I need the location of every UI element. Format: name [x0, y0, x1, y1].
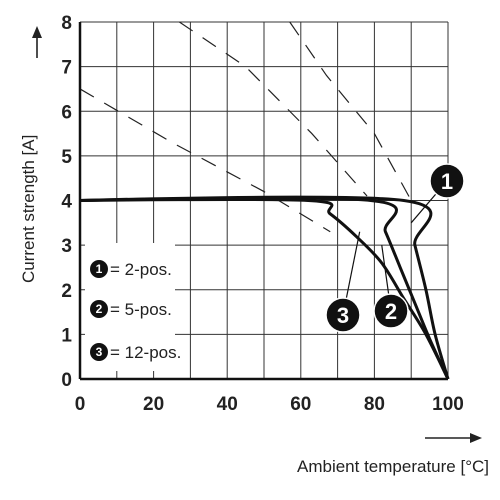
derating-line — [179, 21, 368, 197]
callout-badge — [429, 163, 465, 199]
legend-item: 2 = 5-pos. — [90, 300, 172, 319]
derating-line — [79, 88, 331, 233]
derating-lines — [79, 21, 412, 233]
y-tick-label: 8 — [61, 13, 72, 34]
legend-badge: 2 — [96, 302, 103, 316]
legend-badge: 3 — [96, 345, 103, 359]
x-tick-label: 100 — [432, 394, 464, 415]
y-tick-label: 0 — [61, 370, 72, 391]
callout-label: 1 — [441, 169, 453, 194]
curve-callouts: 1 2 3 — [325, 163, 465, 333]
tick-labels: 0 20 40 60 80 100 0 1 2 3 4 5 6 7 8 — [61, 13, 463, 415]
callout-badge — [373, 293, 409, 329]
chart-axes — [78, 22, 448, 381]
y-tick-label: 7 — [61, 58, 72, 79]
x-tick-label: 40 — [217, 394, 238, 415]
legend-label: = 2-pos. — [110, 260, 172, 279]
legend-label: = 5-pos. — [110, 300, 172, 319]
x-tick-label: 0 — [75, 394, 86, 415]
y-tick-label: 2 — [61, 281, 72, 302]
chart-legend: 1 = 2-pos. 2 = 5-pos. 3 = 12-pos. — [85, 243, 181, 371]
x-axis-arrow — [425, 433, 482, 443]
x-axis-title: Ambient temperature [°C] — [297, 457, 489, 476]
legend-badge: 1 — [96, 262, 103, 276]
legend-item: 3 = 12-pos. — [90, 343, 181, 362]
callout-label: 3 — [337, 303, 349, 328]
callout-label: 2 — [385, 299, 397, 324]
y-tick-label: 1 — [61, 325, 72, 346]
y-axis-title: Current strength [A] — [19, 135, 38, 283]
x-tick-label: 20 — [143, 394, 164, 415]
y-tick-label: 6 — [61, 102, 72, 123]
y-tick-label: 3 — [61, 236, 72, 257]
legend-item: 1 = 2-pos. — [90, 260, 172, 279]
y-axis-arrow — [32, 26, 42, 58]
derating-line — [289, 21, 412, 201]
legend-label: = 12-pos. — [110, 343, 181, 362]
y-tick-label: 5 — [61, 147, 72, 168]
chart-curves — [79, 195, 450, 380]
callout-badge — [325, 297, 361, 333]
x-tick-label: 60 — [290, 394, 311, 415]
series-line-3 — [79, 198, 450, 380]
y-tick-label: 4 — [61, 192, 72, 213]
x-tick-label: 80 — [364, 394, 385, 415]
